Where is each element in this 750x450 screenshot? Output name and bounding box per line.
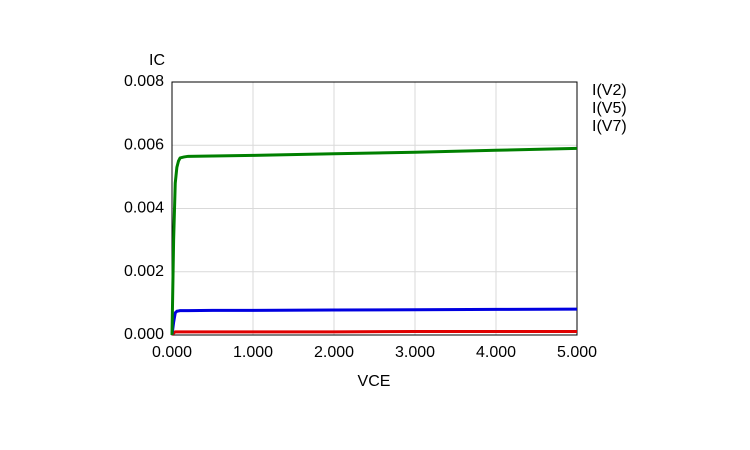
x-axis-label: VCE bbox=[358, 373, 391, 390]
x-tick-label: 3.000 bbox=[395, 344, 435, 361]
x-tick-label: 2.000 bbox=[314, 344, 354, 361]
y-tick-label: 0.002 bbox=[124, 263, 164, 280]
y-tick-label: 0.008 bbox=[124, 73, 164, 90]
series-line bbox=[170, 307, 578, 336]
x-tick-label: 0.000 bbox=[152, 344, 192, 361]
legend-entry: I(V7) bbox=[592, 118, 627, 135]
series-line bbox=[170, 330, 577, 336]
legend-entry: I(V5) bbox=[592, 100, 627, 117]
x-tick-label: 4.000 bbox=[476, 344, 516, 361]
x-tick-label: 1.000 bbox=[233, 344, 273, 361]
plot-frame bbox=[171, 81, 578, 336]
y-tick-label: 0.004 bbox=[124, 200, 164, 217]
x-tick-label: 5.000 bbox=[557, 344, 597, 361]
y-axis-label: IC bbox=[149, 52, 165, 69]
y-tick-label: 0.006 bbox=[124, 136, 164, 153]
y-tick-label: 0.000 bbox=[124, 326, 164, 343]
legend-entry: I(V2) bbox=[592, 82, 627, 99]
series-line bbox=[170, 146, 578, 336]
